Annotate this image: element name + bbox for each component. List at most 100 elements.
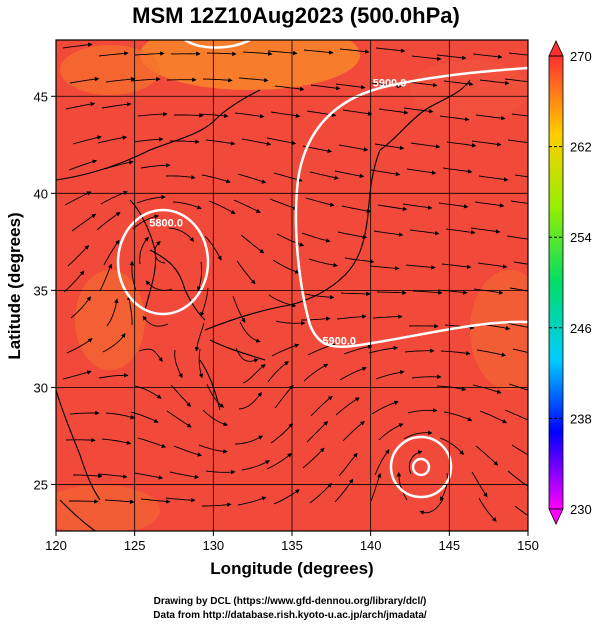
chart-title: MSM 12Z10Aug2023 (500.0hPa) <box>132 3 460 28</box>
streamline <box>234 435 264 445</box>
streamline <box>438 202 469 209</box>
streamline <box>409 229 440 236</box>
streamline <box>136 194 166 204</box>
colorbar-tick-label: 238 <box>570 411 592 426</box>
streamline <box>440 350 471 356</box>
streamline <box>205 139 236 146</box>
streamline <box>69 76 100 84</box>
streamline <box>439 437 465 455</box>
streamline <box>378 108 409 115</box>
streamline <box>514 505 528 517</box>
streamline <box>63 270 85 293</box>
streamline <box>174 349 183 379</box>
streamline <box>375 370 405 380</box>
streamline <box>410 142 441 149</box>
streamline <box>369 265 400 271</box>
streamline <box>198 348 204 379</box>
streamline <box>165 497 196 503</box>
streamline <box>62 42 93 49</box>
contour-lines <box>116 40 528 499</box>
streamline <box>130 76 161 82</box>
plot-area: 5900.0 5800.0 5900.0 <box>55 39 529 532</box>
streamline <box>479 410 508 424</box>
streamline <box>62 370 92 380</box>
x-tick-label: 130 <box>202 538 224 553</box>
streamline <box>334 170 365 179</box>
streamline <box>198 444 228 454</box>
streamline <box>310 84 341 91</box>
streamline <box>206 51 237 57</box>
streamline <box>65 437 96 443</box>
streamline <box>305 197 335 207</box>
streamline <box>101 438 132 445</box>
streamline <box>368 345 399 354</box>
streamline <box>132 214 160 230</box>
streamline <box>335 397 360 416</box>
streamline <box>238 391 262 410</box>
streamline <box>306 420 329 443</box>
streamline <box>98 51 129 57</box>
streamline <box>373 230 404 237</box>
x-tick-label: 150 <box>517 538 539 553</box>
streamline <box>338 144 369 152</box>
streamline <box>201 174 231 184</box>
streamline <box>406 168 437 175</box>
streamline <box>274 85 305 92</box>
streamline <box>403 107 434 114</box>
streamline <box>240 234 265 254</box>
streamline <box>202 409 229 427</box>
streamline <box>504 409 528 423</box>
streamline <box>142 315 169 327</box>
streamline <box>442 167 473 174</box>
streamline <box>408 450 423 475</box>
streamline <box>165 175 196 180</box>
streamline <box>127 295 133 326</box>
contour-label: 5800.0 <box>149 217 183 229</box>
streamline <box>68 159 98 171</box>
streamline <box>334 478 354 503</box>
streamline <box>412 290 443 295</box>
streamline <box>233 199 261 213</box>
streamline <box>71 213 97 232</box>
streamline <box>270 423 294 444</box>
streamline <box>275 320 306 326</box>
streamline <box>304 293 335 300</box>
streamline <box>396 471 408 501</box>
streamline <box>65 101 96 110</box>
streamline <box>272 259 300 274</box>
streamline <box>170 384 192 407</box>
streamline <box>374 449 390 476</box>
streamline <box>309 171 339 180</box>
streamline <box>476 349 507 357</box>
streamline <box>339 48 370 54</box>
streamline <box>510 200 528 204</box>
contour-label: 5900.0 <box>373 78 407 90</box>
streamline <box>168 227 195 243</box>
streamline <box>303 49 334 55</box>
streamline <box>475 445 499 466</box>
streamline <box>371 82 402 89</box>
streamline <box>376 290 407 296</box>
y-axis: 25 30 35 40 45 <box>34 89 56 492</box>
x-tick-label: 125 <box>124 538 146 553</box>
colorbar-ticks: 230 238 246 254 262 270 <box>549 49 592 517</box>
streamline <box>301 232 331 243</box>
streamline <box>105 76 136 83</box>
streamline <box>504 78 528 83</box>
streamline <box>443 411 473 422</box>
streamline <box>200 287 209 317</box>
streamline <box>310 395 333 417</box>
streamline <box>102 333 126 353</box>
streamline <box>105 412 136 420</box>
streamline <box>511 113 528 117</box>
streamline <box>273 489 300 505</box>
streamline <box>204 235 222 261</box>
streamline <box>340 291 371 297</box>
streamline <box>405 264 436 270</box>
streamline <box>375 47 406 53</box>
streamline <box>138 348 163 363</box>
streamline <box>237 496 267 506</box>
streamline <box>377 204 408 212</box>
streamline <box>72 135 102 145</box>
streamline <box>508 383 528 391</box>
